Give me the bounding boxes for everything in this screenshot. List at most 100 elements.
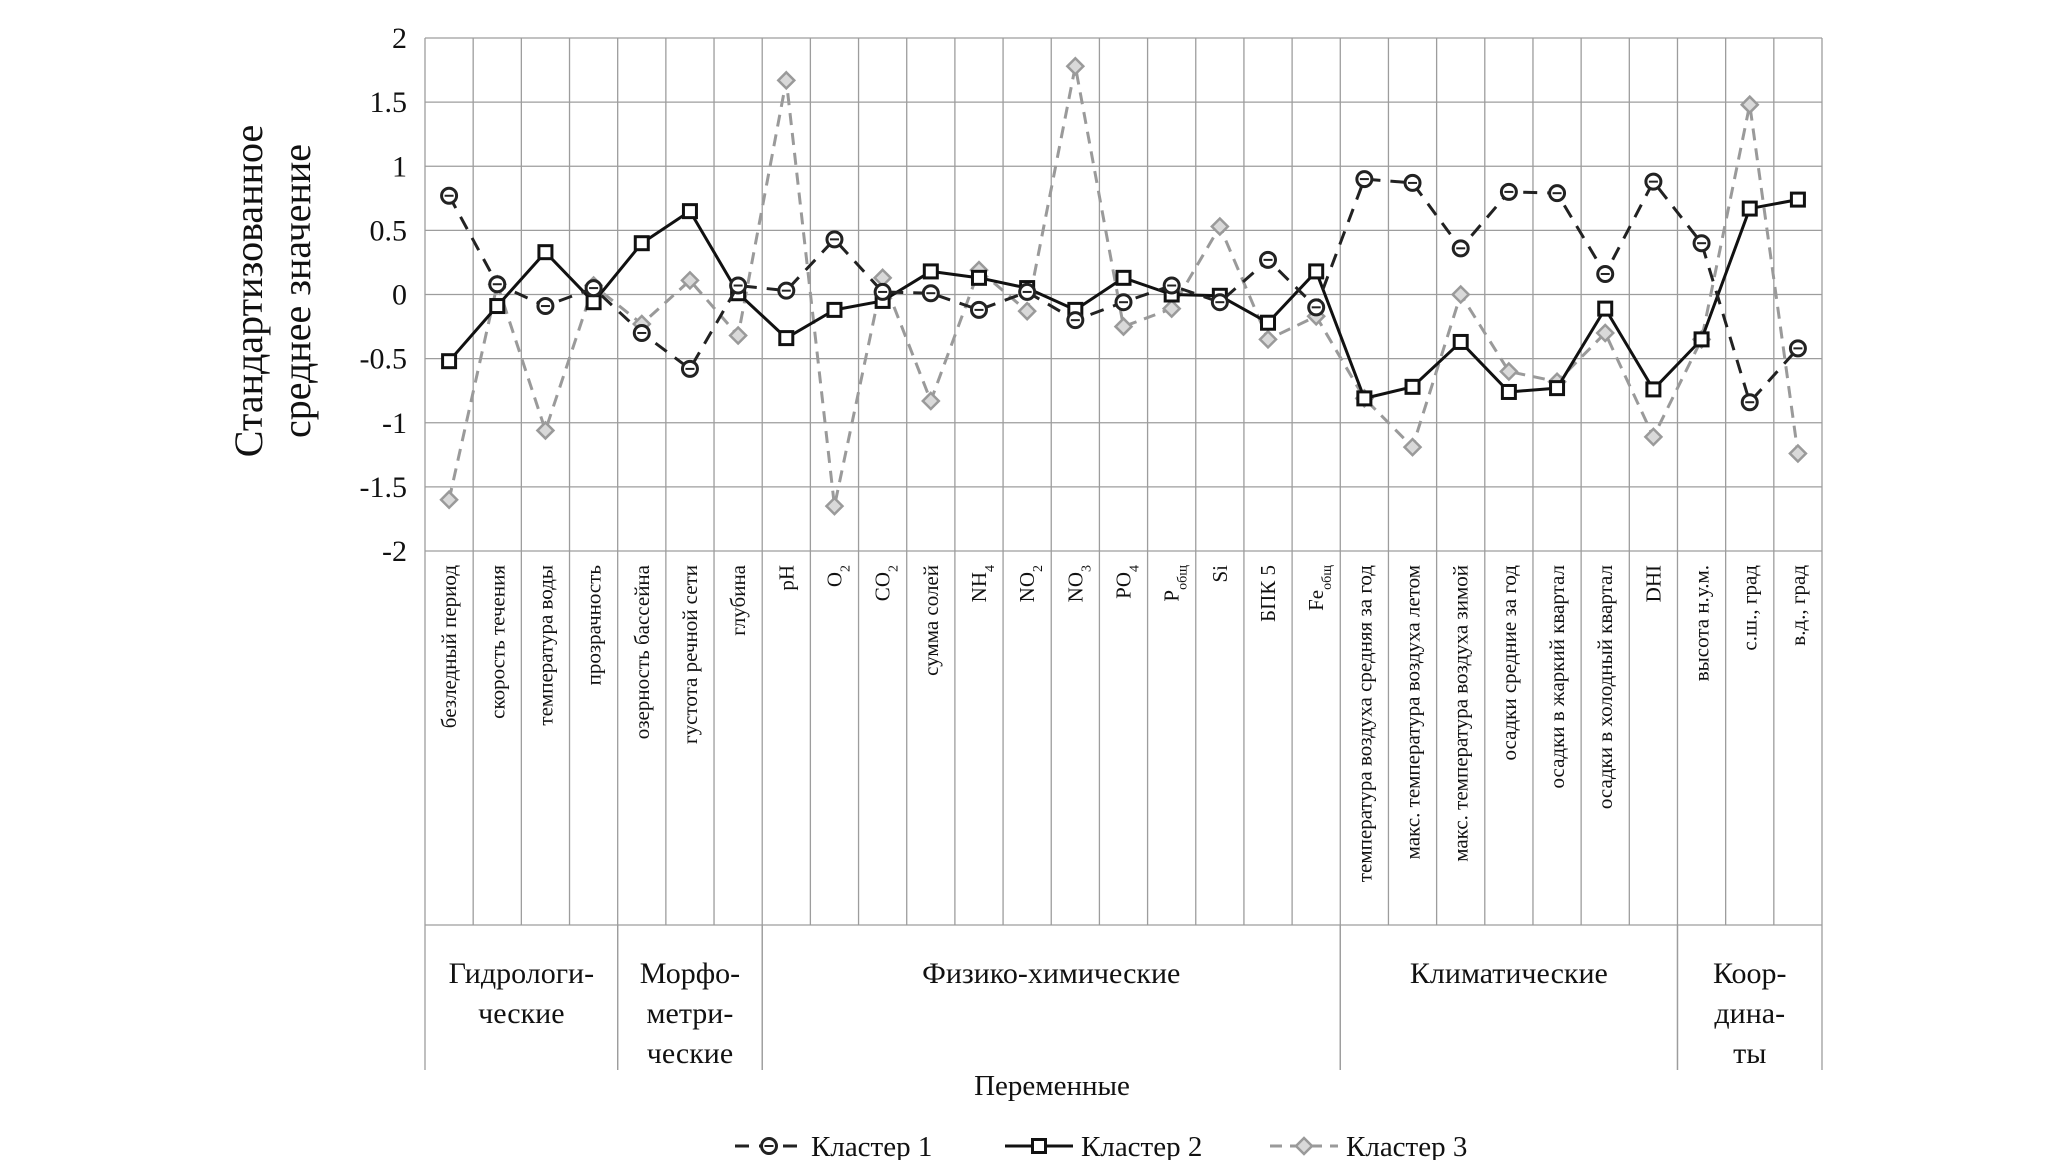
category-label: макс. температура воздуха зимой	[1449, 565, 1473, 862]
category-label-main: NH	[967, 572, 991, 602]
group-label: ческие	[478, 997, 564, 1030]
x-axis-title: Переменные	[974, 1070, 1130, 1102]
data-point-diamond	[1450, 284, 1471, 305]
category-label-subscript: 3	[1079, 565, 1094, 572]
category-label: CO2	[871, 565, 902, 601]
grid-lines	[424, 37, 1823, 926]
data-point-square	[922, 263, 939, 280]
category-label: pH	[774, 565, 798, 591]
y-tick-label: 1.5	[370, 86, 408, 119]
category-label: макс. температура воздуха летом	[1401, 565, 1425, 859]
category-label-main: NO	[1015, 572, 1039, 602]
category-label-subscript: 2	[886, 565, 901, 572]
category-label-main: осадки в холодный квартал	[1593, 565, 1617, 809]
data-point-diamond	[1294, 1136, 1314, 1156]
data-point-square	[1260, 314, 1277, 331]
data-point-square	[826, 301, 843, 318]
data-point-diamond	[1017, 301, 1037, 321]
data-point-diamond	[1258, 329, 1278, 350]
data-point-square	[1693, 331, 1710, 348]
category-label: температура воды	[533, 565, 557, 726]
category-label: NO2	[1015, 565, 1046, 602]
data-point-diamond	[1210, 216, 1230, 237]
data-point-square	[585, 294, 602, 311]
data-point-square	[970, 269, 987, 286]
data-point-square	[1741, 200, 1758, 217]
legend: Кластер 1 Кластер 2 Кластер 3	[735, 1131, 1467, 1160]
category-label-main: осадки средние за год	[1497, 565, 1521, 761]
data-point-diamond	[1595, 323, 1615, 343]
group-label: дина-	[1714, 997, 1785, 1030]
group-label: Физико-химические	[922, 957, 1180, 990]
variable-groups: Гидрологи-ческие Морфо-метри-ческие Физико…	[424, 925, 1823, 1070]
category-label: высота н.у.м.	[1690, 565, 1714, 681]
legend-label: Кластер 2	[1081, 1131, 1202, 1160]
data-point-square	[441, 353, 458, 370]
data-point-square	[778, 330, 795, 347]
data-point-diamond	[680, 270, 700, 291]
category-label: скорость течения	[485, 565, 509, 719]
data-point-square	[1597, 300, 1614, 317]
data-point-diamond	[728, 325, 748, 346]
category-label-main: NO	[1063, 572, 1087, 602]
data-point-square	[681, 203, 698, 220]
data-point-diamond	[535, 420, 556, 441]
legend-item-1: Кластер 1	[735, 1131, 932, 1160]
data-point-diamond	[776, 70, 797, 91]
group-label: ческие	[647, 1037, 733, 1070]
category-label-main: Fe	[1304, 590, 1328, 611]
category-label-main: озерность бассейна	[630, 564, 654, 739]
category-label: DHI	[1641, 565, 1665, 602]
data-point-square	[1115, 269, 1132, 286]
data-point-diamond	[1161, 298, 1182, 319]
y-axis-title-line-2: среднее значение	[274, 144, 319, 438]
series-line	[447, 177, 1800, 404]
category-label: озерность бассейна	[630, 564, 654, 739]
category-label: температура воздуха средняя за год	[1352, 565, 1376, 882]
category-label-main: скорость течения	[485, 565, 509, 719]
data-point-diamond	[439, 489, 459, 510]
category-label-main: температура воздуха средняя за год	[1352, 565, 1376, 882]
y-tick-label: 1	[392, 150, 407, 183]
category-label: осадки в жаркий квартал	[1545, 565, 1569, 789]
category-label: густота речной сети	[678, 565, 702, 744]
data-point-square	[1549, 380, 1566, 397]
category-label-main: Si	[1208, 565, 1232, 583]
y-tick-label: -2	[382, 535, 407, 568]
y-axis-title-line-1: Стандартизованное	[226, 125, 271, 457]
category-label: сумма солей	[919, 565, 943, 676]
data-point-diamond	[1113, 316, 1134, 337]
category-label: осадки в холодный квартал	[1593, 565, 1617, 809]
category-label-main: PO	[1112, 572, 1136, 599]
data-point-square	[537, 244, 554, 261]
data-point-diamond	[921, 391, 941, 411]
category-label-main: сумма солей	[919, 565, 943, 676]
category-label-subscript: 2	[1031, 565, 1046, 572]
data-point-square	[1031, 1138, 1047, 1154]
category-label-main: O	[822, 572, 846, 587]
data-point-diamond	[1643, 427, 1664, 447]
data-point-square	[1452, 333, 1469, 350]
group-label: Морфо-	[640, 957, 740, 990]
category-label-main: с.ш., град	[1738, 565, 1762, 651]
data-point-diamond	[1065, 56, 1086, 76]
data-point-diamond	[1788, 443, 1808, 464]
category-label: БПК 5	[1256, 565, 1280, 622]
category-label-main: CO	[871, 572, 895, 601]
series-line	[447, 64, 1800, 508]
category-label-subscript: общ	[1175, 565, 1190, 590]
data-point-square	[1308, 263, 1325, 280]
legend-label: Кластер 3	[1346, 1131, 1467, 1160]
category-label-main: безледный период	[437, 565, 461, 729]
category-label: NH4	[967, 565, 998, 602]
y-tick-label: 2	[392, 22, 407, 55]
category-label: NO3	[1063, 565, 1094, 602]
category-label-subscript: 4	[1127, 565, 1142, 572]
category-label-main: густота речной сети	[678, 565, 702, 744]
data-point-diamond	[1499, 361, 1519, 382]
category-label: Si	[1208, 565, 1232, 583]
category-label: безледный период	[437, 565, 461, 729]
group-label: Гидрологи-	[449, 957, 594, 990]
category-label: Pобщ	[1160, 565, 1191, 602]
category-label: Feобщ	[1304, 565, 1335, 611]
